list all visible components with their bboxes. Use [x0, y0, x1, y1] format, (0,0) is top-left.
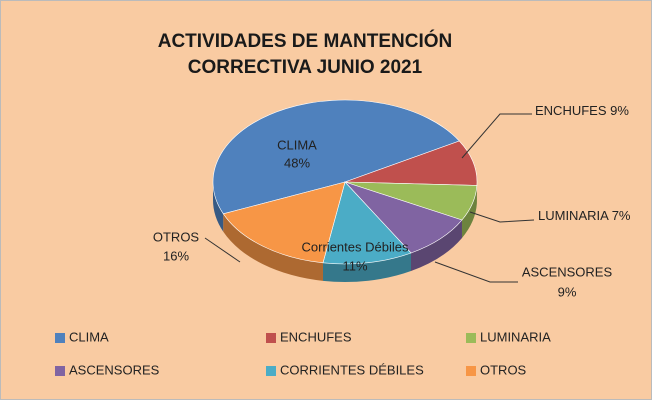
slice	[222, 181, 346, 264]
legend-label: OTROS	[480, 362, 527, 377]
legend-swatch	[55, 366, 65, 376]
data-label: ENCHUFES 9%	[535, 103, 629, 118]
slice-side	[461, 185, 477, 238]
slice-name: LUMINARIA	[538, 208, 609, 223]
leader-line	[461, 113, 532, 159]
legend-label: ASCENSORES	[69, 362, 160, 377]
leader-line	[434, 261, 518, 283]
slice-name: Corrientes Débiles	[302, 239, 409, 254]
slice-value: 9%	[610, 103, 629, 118]
slice-value: 48%	[284, 155, 310, 170]
legend-swatch	[55, 333, 65, 343]
leader-line	[204, 237, 241, 263]
slice-value: 16%	[163, 248, 189, 263]
slice-side	[322, 253, 411, 282]
legend-label: ENCHUFES	[280, 329, 352, 344]
leader-line	[469, 211, 535, 223]
legend-swatch	[266, 366, 276, 376]
slice-value: 9%	[558, 284, 577, 299]
legend-swatch	[266, 333, 276, 343]
chart-title: ACTIVIDADES DE MANTENCIÓN	[158, 30, 453, 52]
legend-label: CLIMA	[69, 329, 109, 344]
slice	[322, 181, 412, 265]
data-label: LUMINARIA 7%	[538, 208, 631, 223]
legend-swatch	[466, 333, 476, 343]
slice-side	[223, 213, 323, 281]
chart-title: CORRECTIVA JUNIO 2021	[188, 57, 423, 78]
legend-label: CORRIENTES DÉBILES	[280, 362, 424, 377]
slice-name: ENCHUFES	[535, 103, 607, 118]
legend-swatch	[466, 366, 476, 376]
slice-name: CLIMA	[277, 137, 317, 152]
slice-value: 7%	[612, 208, 631, 223]
slice-side	[213, 182, 224, 232]
slice-name: ASCENSORES	[522, 264, 613, 279]
slice-value: 11%	[342, 258, 367, 273]
slice	[212, 99, 460, 215]
slice-name: OTROS	[153, 229, 200, 244]
legend-label: LUMINARIA	[480, 329, 551, 344]
